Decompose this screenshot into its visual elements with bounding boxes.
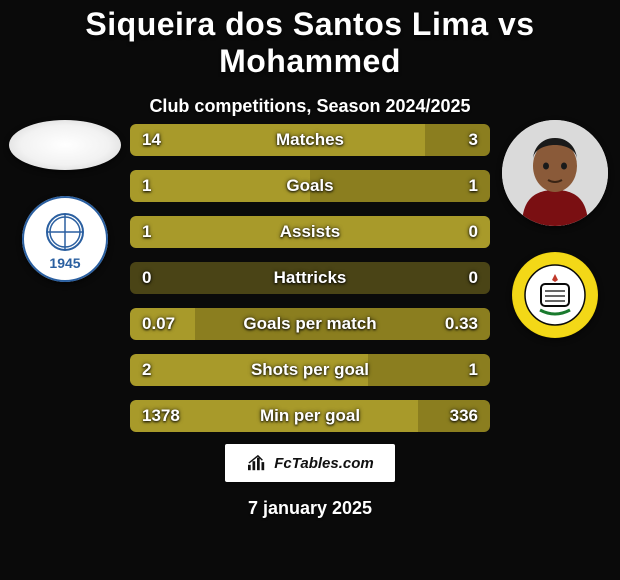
right-column [490, 110, 620, 338]
stat-label: Matches [210, 130, 410, 150]
stat-bar: 0Hattricks0 [130, 262, 490, 294]
stat-value-right: 0 [410, 222, 490, 242]
stat-value-left: 0.07 [130, 314, 210, 334]
comparison-card: Siqueira dos Santos Lima vs Mohammed Clu… [0, 0, 620, 580]
stat-value-left: 1378 [130, 406, 210, 426]
stat-value-left: 1 [130, 222, 210, 242]
stat-bar: 2Shots per goal1 [130, 354, 490, 386]
club-badge-right-svg [512, 252, 598, 338]
chart-icon [246, 454, 268, 472]
footer-brand-text: FcTables.com [274, 455, 373, 472]
stat-value-right: 1 [410, 176, 490, 196]
stat-label: Assists [210, 222, 410, 242]
player-photo-right-svg [502, 120, 608, 226]
club-badge-right [512, 252, 598, 338]
stat-value-right: 0.33 [410, 314, 490, 334]
club-year-left: 1945 [49, 255, 80, 271]
stat-value-left: 2 [130, 360, 210, 380]
stat-label: Hattricks [210, 268, 410, 288]
stat-bar: 1Assists0 [130, 216, 490, 248]
stat-label: Goals per match [210, 314, 410, 334]
club-badge-left: 1945 [22, 196, 108, 282]
stat-label: Goals [210, 176, 410, 196]
stat-bar: 1Goals1 [130, 170, 490, 202]
player-photo-right [502, 120, 608, 226]
stat-value-left: 1 [130, 176, 210, 196]
comparison-body: 1945 14Matches31Goals11Assists00Hattrick… [0, 110, 620, 440]
stat-value-right: 336 [410, 406, 490, 426]
player-photo-left [9, 120, 121, 170]
stat-value-right: 0 [410, 268, 490, 288]
stat-value-right: 3 [410, 130, 490, 150]
stat-bar: 0.07Goals per match0.33 [130, 308, 490, 340]
footer-brand[interactable]: FcTables.com [225, 444, 395, 482]
stat-bars: 14Matches31Goals11Assists00Hattricks00.0… [130, 110, 490, 432]
stat-value-right: 1 [410, 360, 490, 380]
stat-value-left: 14 [130, 130, 210, 150]
stat-bar: 14Matches3 [130, 124, 490, 156]
stat-label: Shots per goal [210, 360, 410, 380]
left-column: 1945 [0, 110, 130, 282]
page-title: Siqueira dos Santos Lima vs Mohammed [0, 6, 620, 80]
stat-value-left: 0 [130, 268, 210, 288]
club-badge-left-svg: 1945 [22, 196, 108, 282]
stat-label: Min per goal [210, 406, 410, 426]
stat-bar: 1378Min per goal336 [130, 400, 490, 432]
date-label: 7 january 2025 [0, 498, 620, 519]
